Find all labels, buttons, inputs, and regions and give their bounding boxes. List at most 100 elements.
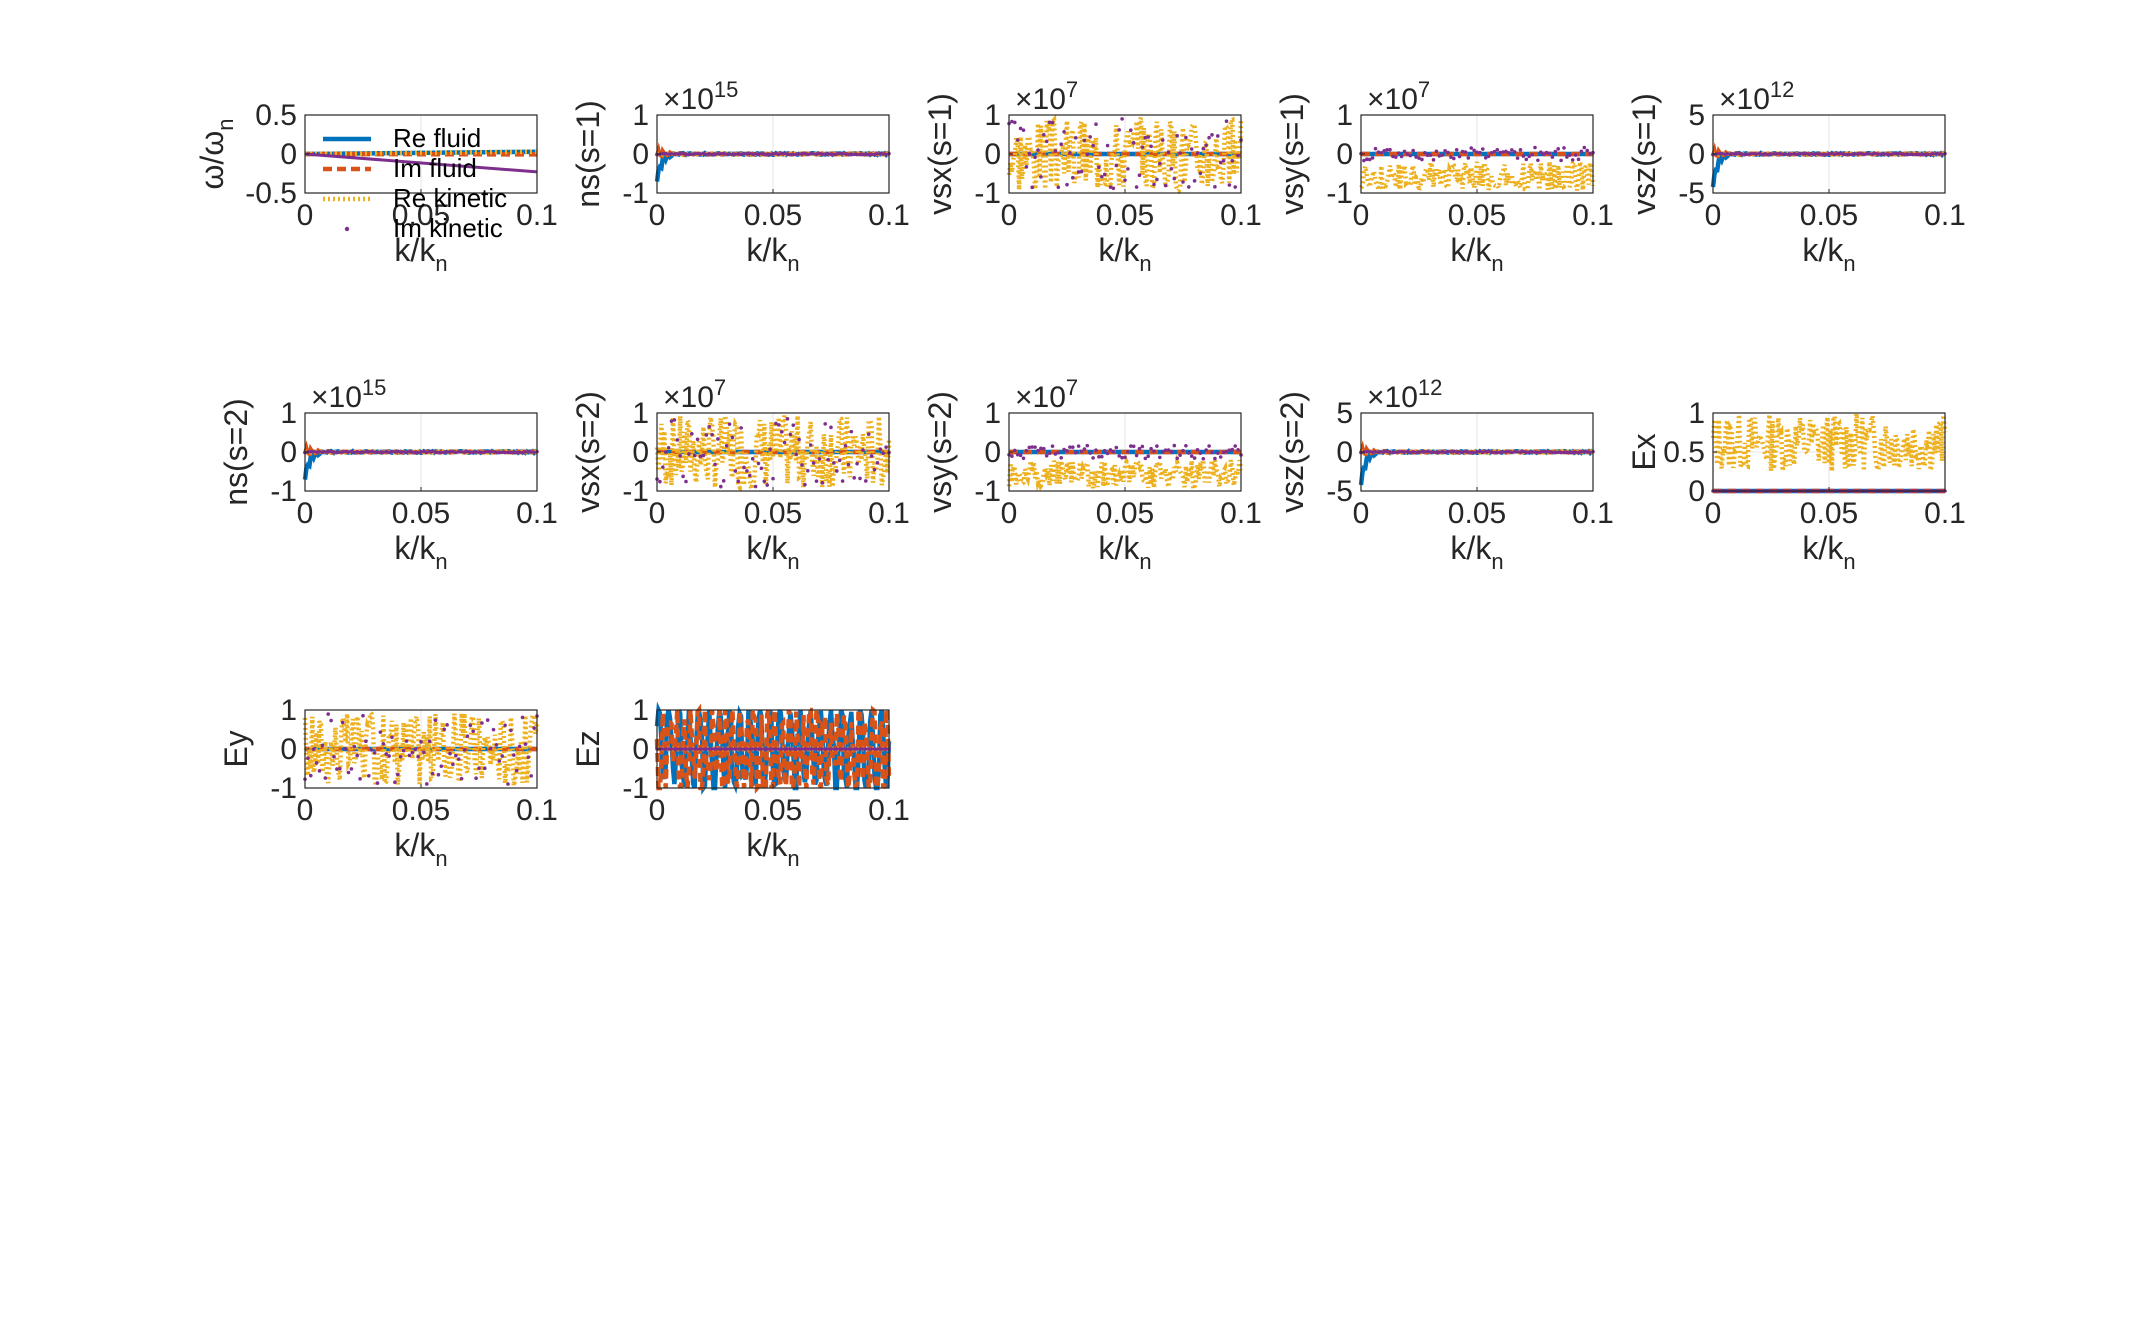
data-point	[733, 747, 738, 751]
data-point	[1478, 150, 1482, 155]
data-point	[1853, 152, 1857, 156]
data-point	[477, 766, 481, 771]
data-point	[1815, 151, 1820, 156]
data-point	[777, 152, 781, 157]
data-point	[861, 747, 865, 751]
data-point	[1204, 143, 1208, 148]
series-im-kinetic	[1711, 151, 1947, 157]
data-point	[666, 747, 671, 751]
data-point	[1198, 171, 1203, 176]
data-point	[759, 466, 764, 471]
x-tick-label: 0.1	[1572, 199, 1614, 232]
data-point	[771, 747, 775, 751]
axis-exponent: ×1012	[1367, 375, 1442, 414]
data-point	[459, 450, 464, 454]
y-tick-label: 0.5	[1663, 436, 1705, 469]
data-point	[375, 781, 380, 785]
data-point	[716, 437, 720, 441]
data-point	[817, 457, 822, 461]
x-axis-label: k/kn	[746, 827, 799, 871]
data-point	[1184, 135, 1188, 140]
data-point	[808, 747, 813, 751]
data-point	[1236, 153, 1240, 158]
data-point	[512, 753, 516, 757]
data-point	[514, 768, 519, 773]
data-point	[692, 453, 697, 458]
data-point	[483, 450, 487, 454]
data-point	[1452, 449, 1456, 454]
data-point	[1512, 150, 1517, 154]
data-point	[1725, 152, 1730, 156]
data-point	[361, 450, 365, 455]
data-point	[422, 750, 426, 755]
data-point	[1501, 150, 1505, 154]
data-point	[1769, 152, 1773, 157]
x-tick-label: 0	[297, 794, 314, 827]
data-point	[1097, 165, 1101, 170]
data-point	[1143, 135, 1148, 140]
data-point	[1367, 449, 1372, 454]
data-point	[346, 770, 351, 775]
data-point	[1530, 152, 1534, 157]
data-point	[849, 747, 854, 751]
data-point	[1213, 456, 1217, 461]
data-point	[1830, 151, 1834, 156]
y-tick-label: 0	[280, 138, 297, 171]
data-point	[669, 747, 674, 751]
data-point	[727, 747, 732, 751]
data-point	[497, 759, 502, 763]
data-point	[500, 754, 505, 758]
axis-exponent-power: 15	[714, 77, 738, 102]
series-im-kinetic	[1359, 145, 1595, 163]
data-point	[681, 151, 685, 156]
data-point	[433, 718, 438, 723]
data-point	[785, 417, 790, 421]
data-point	[858, 476, 862, 481]
data-point	[1073, 450, 1078, 455]
data-point	[335, 767, 339, 771]
data-point	[1108, 185, 1113, 189]
data-point	[1129, 444, 1133, 448]
data-point	[779, 430, 784, 434]
data-point	[1143, 456, 1148, 461]
y-tick-label: 0	[1336, 436, 1353, 469]
data-point	[1152, 449, 1156, 453]
data-point	[413, 450, 418, 455]
data-point	[416, 450, 420, 455]
data-point	[1879, 152, 1883, 157]
data-point	[1539, 150, 1543, 155]
data-point	[1425, 449, 1430, 454]
data-point	[1821, 152, 1825, 157]
data-point	[704, 152, 709, 157]
data-point	[1835, 151, 1840, 156]
data-point	[713, 462, 717, 467]
x-tick-label: 0	[297, 199, 314, 232]
data-point	[849, 429, 854, 434]
data-point	[506, 782, 510, 786]
data-point	[788, 152, 793, 157]
data-point	[445, 723, 449, 727]
data-point	[413, 747, 418, 752]
data-point	[1047, 120, 1052, 125]
data-point	[1570, 450, 1575, 455]
data-point	[1010, 119, 1014, 124]
data-point	[1717, 151, 1721, 156]
data-point	[678, 151, 682, 156]
data-point	[1527, 450, 1531, 455]
data-point	[774, 421, 778, 426]
x-tick-label: 0	[649, 794, 666, 827]
data-point	[1114, 445, 1119, 450]
data-point	[462, 748, 467, 752]
data-point	[1042, 132, 1046, 137]
x-axis-label-sub: n	[787, 251, 799, 276]
data-point	[1071, 445, 1075, 449]
x-tick-label: 0.1	[516, 199, 558, 232]
data-point	[1777, 151, 1782, 156]
data-point	[864, 479, 868, 483]
data-point	[1155, 177, 1159, 182]
data-point	[367, 449, 371, 454]
data-point	[1367, 157, 1372, 162]
x-tick-label: 0	[1705, 199, 1722, 232]
